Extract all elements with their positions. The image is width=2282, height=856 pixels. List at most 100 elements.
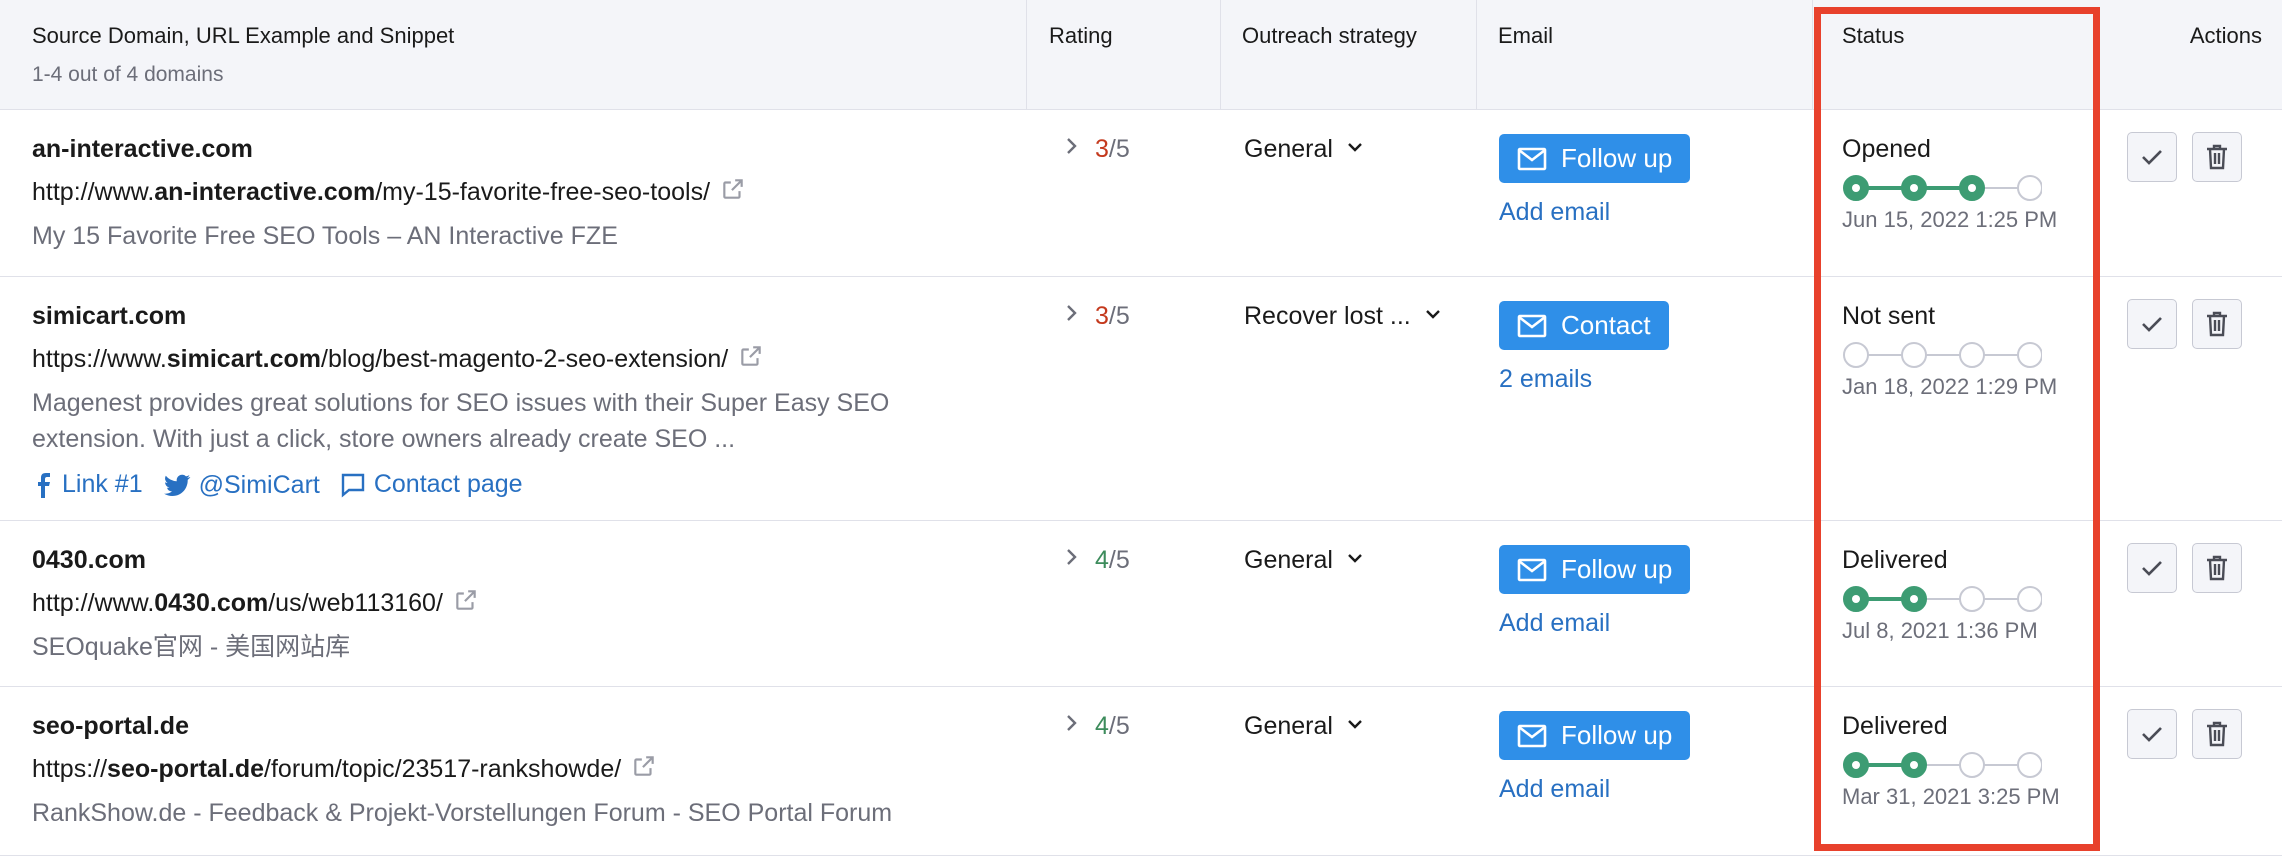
header-cell: Outreach strategy [1221, 0, 1477, 109]
status-cell: Delivered Mar 31, 2021 3:25 PM [1813, 687, 2100, 855]
status-cell: Not sent Jan 18, 2022 1:29 PM [1813, 277, 2100, 520]
strategy-dropdown[interactable]: General [1244, 546, 1365, 574]
progress-dot [1852, 761, 1860, 769]
domain: an-interactive.com [32, 135, 253, 163]
strategy-cell: General [1221, 521, 1477, 686]
chevron-icon [1423, 304, 1443, 324]
column-title: Source Domain, URL Example and Snippet [32, 23, 455, 48]
url-domain: 0430.com [154, 589, 269, 617]
progress-track [1843, 342, 2042, 368]
rating-separator: / [1108, 135, 1116, 163]
approve-button[interactable] [2127, 132, 2177, 182]
progress-step [1901, 342, 1927, 368]
column-title: Status [1842, 23, 1905, 48]
url: https://www.simicart.com/blog/best-magen… [32, 338, 1027, 381]
header-cell: Rating [1027, 0, 1221, 109]
email-link[interactable]: Add email [1499, 608, 1611, 637]
progress-track [1843, 752, 2042, 778]
progress-track [1843, 175, 2042, 201]
progress-step [2017, 342, 2042, 368]
rating-cell: 4/5 [1027, 521, 1221, 686]
twitter-icon [163, 474, 191, 498]
header-cell: Actions [2100, 0, 2282, 109]
delete-button[interactable] [2192, 543, 2242, 593]
actions-cell [2100, 277, 2282, 520]
email-button[interactable]: Follow up [1499, 545, 1691, 594]
approve-button[interactable] [2127, 299, 2177, 349]
progress-step [2017, 175, 2042, 201]
rating-value: 4 [1095, 546, 1109, 574]
rating-max: 5 [1115, 135, 1130, 163]
delete-button[interactable] [2192, 132, 2242, 182]
approve-button[interactable] [2127, 709, 2177, 759]
trash-icon [2206, 721, 2228, 747]
table-row: seo-portal.de https://seo-portal.de/forum… [0, 687, 2282, 856]
url-prefix: https:// [32, 755, 108, 783]
domain-cell: seo-portal.de https://seo-portal.de/forum… [0, 687, 1027, 855]
envelope-icon [1517, 314, 1547, 338]
rating-value: 3 [1095, 135, 1109, 163]
email-link[interactable]: Add email [1499, 774, 1611, 803]
social-link[interactable]: @SimiCart [163, 464, 320, 507]
social-link[interactable]: Contact page [340, 463, 523, 506]
subtitle: 1-4 out of 4 domains [32, 63, 224, 86]
snippet: Magenest provides great solutions for SE… [32, 389, 890, 453]
url-prefix: https://www. [32, 345, 167, 373]
progress-step [1959, 586, 1985, 612]
external-link-icon [738, 343, 764, 369]
rating-value: 4 [1095, 712, 1109, 740]
email-button[interactable]: Follow up [1499, 134, 1691, 183]
external-link-icon [720, 176, 746, 202]
strategy-dropdown[interactable]: Recover lost ... [1244, 302, 1443, 330]
url-domain: simicart.com [166, 345, 322, 373]
approve-button[interactable] [2127, 543, 2177, 593]
rating-max: 5 [1115, 302, 1130, 330]
column-title: Rating [1049, 23, 1113, 48]
delete-button[interactable] [2192, 709, 2242, 759]
header-cell: Email [1477, 0, 1813, 109]
email-link[interactable]: Add email [1499, 197, 1611, 226]
email-cell: Follow up Add email [1477, 110, 1813, 276]
snippet: RankShow.de - Feedback & Projekt-Vorstel… [32, 799, 893, 827]
progress-dot [1910, 761, 1918, 769]
status: Opened [1842, 135, 1931, 163]
status-cell: Delivered Jul 8, 2021 1:36 PM [1813, 521, 2100, 686]
check-icon [2141, 315, 2163, 333]
check-icon [2141, 148, 2163, 166]
table-row: simicart.com https://www.simicart.com/blo… [0, 277, 2282, 521]
envelope-icon [1517, 558, 1547, 582]
column-title: Outreach strategy [1242, 23, 1417, 48]
social-links: Link #1 @SimiCart Contact page [32, 463, 1027, 512]
email-cell: Follow up Add email [1477, 521, 1813, 686]
url-domain: seo-portal.de [107, 755, 265, 783]
column-title: Actions [2189, 23, 2262, 48]
url: https://seo-portal.de/forum/topic/23517-… [32, 748, 1027, 791]
email-button[interactable]: Contact [1499, 301, 1669, 350]
domain-cell: simicart.com https://www.simicart.com/blo… [0, 277, 1027, 520]
actions-cell [2100, 687, 2282, 855]
email-button[interactable]: Follow up [1499, 711, 1691, 760]
contact-icon [340, 472, 366, 498]
progress-step [2017, 752, 2042, 778]
progress-step [1959, 342, 1985, 368]
social-link[interactable]: Link #1 [32, 463, 143, 506]
domain-cell: an-interactive.com http://www.an-interact… [0, 110, 1027, 276]
url-path: /my-15-favorite-free-seo-tools/ [375, 178, 711, 206]
link-label: Contact page [373, 470, 523, 498]
delete-button[interactable] [2192, 299, 2242, 349]
strategy-dropdown[interactable]: General [1244, 712, 1365, 740]
strategy: Recover lost ... [1244, 302, 1411, 330]
rating-max: 5 [1115, 712, 1130, 740]
strategy: General [1244, 546, 1333, 574]
strategy-cell: Recover lost ... [1221, 277, 1477, 520]
strategy-dropdown[interactable]: General [1244, 135, 1365, 163]
url-prefix: http://www. [32, 178, 155, 206]
email-cell: Follow up Add email [1477, 687, 1813, 855]
envelope-icon [1517, 147, 1547, 171]
rating-separator: / [1108, 546, 1116, 574]
email-link[interactable]: 2 emails [1499, 364, 1593, 393]
progress-step [1843, 342, 1869, 368]
status: Delivered [1842, 712, 1948, 740]
button-label: Contact [1561, 310, 1651, 340]
